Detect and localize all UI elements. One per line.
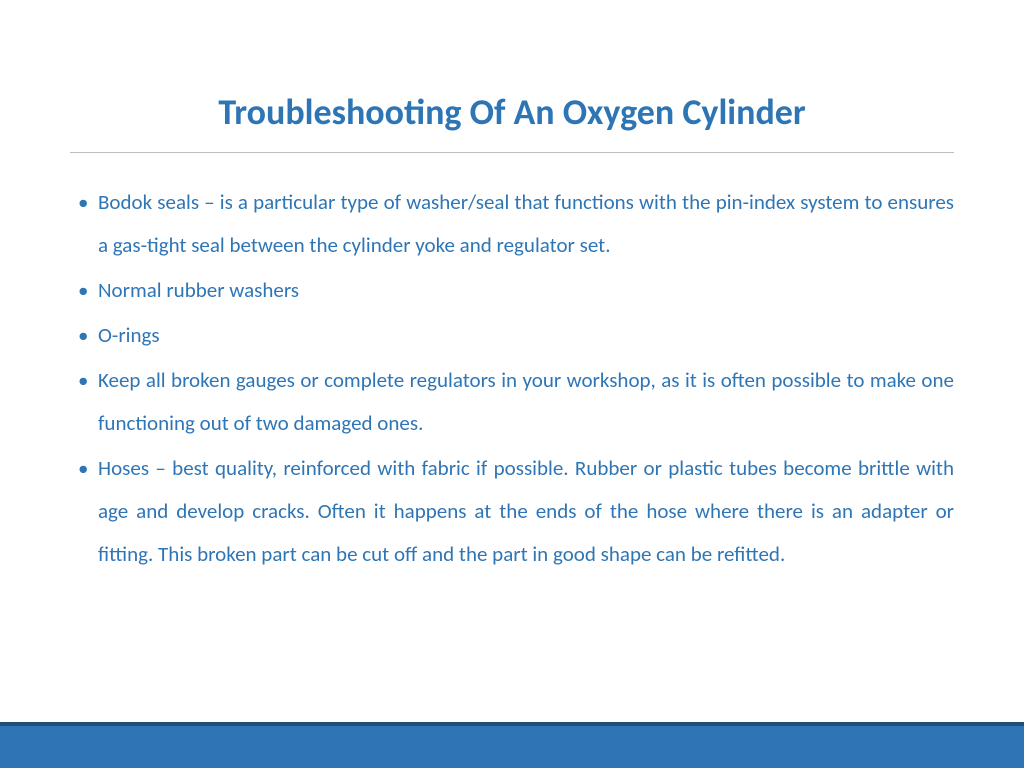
title-divider <box>70 152 954 153</box>
bullet-item: Hoses – best quality, reinforced with fa… <box>70 447 954 576</box>
slide-content: Bodok seals – is a particular type of wa… <box>70 181 954 576</box>
bullet-list: Bodok seals – is a particular type of wa… <box>70 181 954 576</box>
bullet-item: Bodok seals – is a particular type of wa… <box>70 181 954 267</box>
bullet-item: Normal rubber washers <box>70 269 954 312</box>
bullet-item: O-rings <box>70 314 954 357</box>
bullet-item: Keep all broken gauges or complete regul… <box>70 359 954 445</box>
slide-title: Troubleshooting Of An Oxygen Cylinder <box>70 90 954 134</box>
slide: Troubleshooting Of An Oxygen Cylinder Bo… <box>0 0 1024 768</box>
footer-bar <box>0 726 1024 768</box>
